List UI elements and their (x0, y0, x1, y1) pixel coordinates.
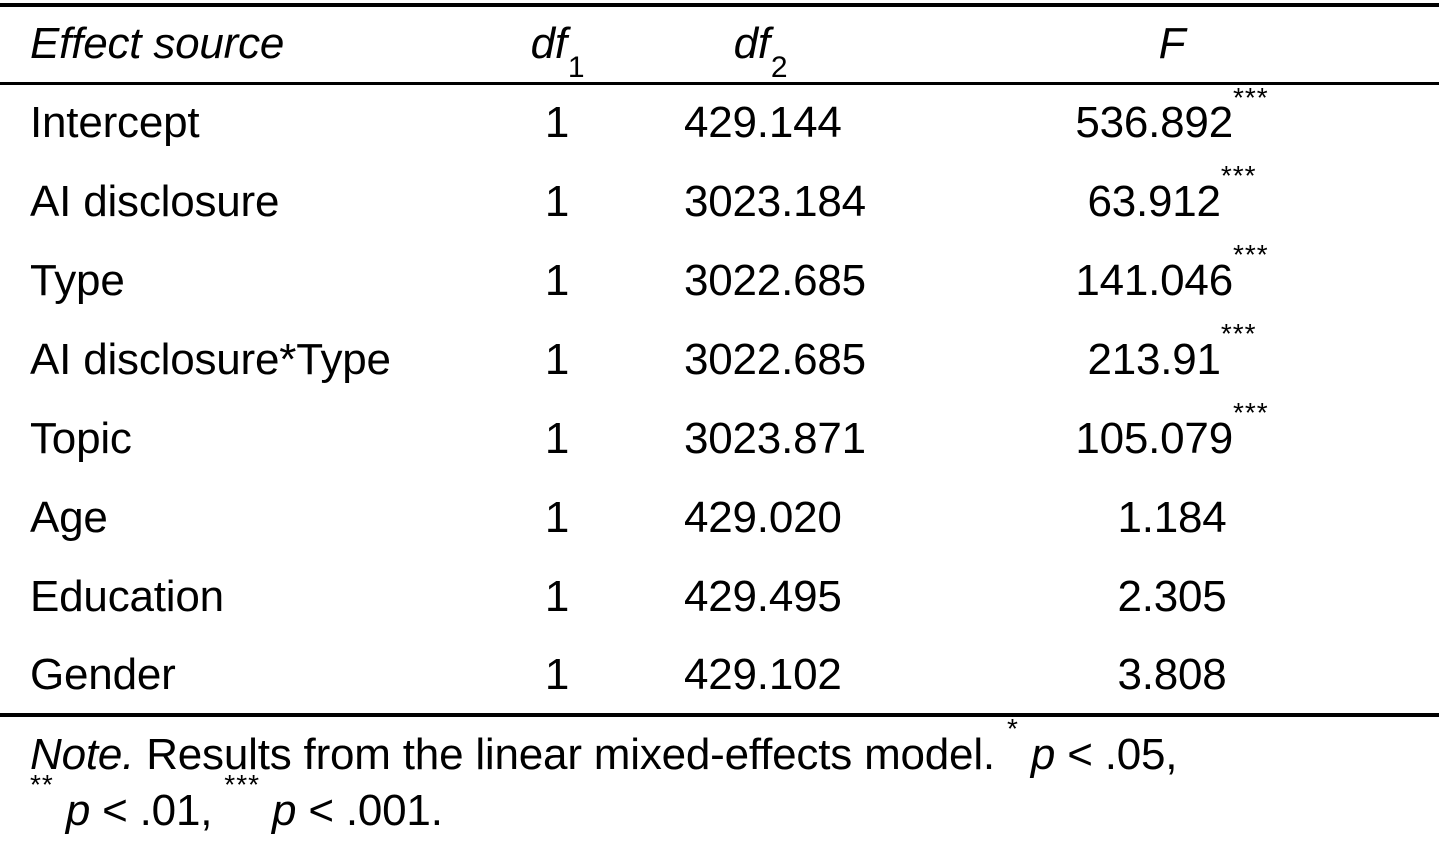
cell-df1: 1 (544, 334, 570, 384)
sig-p: p (1030, 730, 1056, 779)
col-header-f: F (1158, 19, 1186, 69)
df2-subscript: 2 (770, 51, 788, 85)
note-body: Results from the linear mixed-effects mo… (146, 730, 995, 779)
note-label: Note. (30, 730, 135, 779)
cell-df1: 1 (544, 98, 570, 148)
cell-effect-source: AI disclosure (30, 176, 280, 226)
table-row-ai-disclosure: AI disclosure 1 3023.184 63.912*** (0, 159, 1439, 241)
table-body: Intercept 1 429.144 536.892*** AI disclo… (0, 83, 1439, 715)
table-row-topic: Topic 1 3023.871 105.079*** (0, 396, 1439, 478)
sig-two-stars: ** (30, 769, 54, 801)
cell-effect-source: Education (30, 571, 224, 621)
cell-df2: 3022.685 (684, 255, 866, 305)
f-value: 3.808 (1117, 649, 1227, 699)
cell-df2: 3023.871 (684, 413, 866, 463)
significance-stars: *** (1220, 317, 1257, 349)
cell-df1: 1 (544, 649, 570, 699)
f-value: 2.305 (1117, 571, 1227, 621)
cell-f: 2.305 (836, 557, 1439, 636)
anova-results-table: Effect source df1 df2 F Intercept 1 429.… (0, 3, 1439, 717)
cell-df2: 3022.685 (684, 334, 866, 384)
df1-base: df (530, 19, 567, 69)
cell-f: 3.808 (836, 636, 1439, 715)
cell-df1: 1 (544, 255, 570, 305)
cell-effect-source: Gender (30, 649, 176, 699)
col-header-df1: df1 (430, 5, 684, 83)
cell-f: 1.184 (836, 478, 1439, 557)
table-row-type: Type 1 3022.685 141.046*** (0, 238, 1439, 320)
table-row-age: Age 1 429.020 1.184 (0, 478, 1439, 557)
cell-effect-source: Intercept (30, 98, 200, 148)
table-row-education: Education 1 429.495 2.305 (0, 557, 1439, 636)
f-value: 536.892 (1075, 98, 1233, 148)
header-row: Effect source df1 df2 F (0, 5, 1439, 83)
f-value: 105.079 (1075, 413, 1233, 463)
cell-df1: 1 (544, 571, 570, 621)
cell-df1: 1 (544, 176, 570, 226)
cell-df2: 429.495 (684, 571, 842, 621)
cell-effect-source: Type (30, 255, 125, 305)
col-header-df2: df2 (684, 5, 836, 83)
df2-base: df (733, 19, 770, 69)
cell-df2: 429.020 (684, 492, 842, 542)
col-header-effect-source: Effect source (30, 19, 285, 69)
cell-df1: 1 (544, 413, 570, 463)
sig-threshold: < .01, (102, 786, 213, 835)
f-value: 213.91 (1087, 334, 1221, 384)
f-value: 63.912 (1087, 176, 1221, 226)
cell-effect-source: Age (30, 492, 108, 542)
cell-df1: 1 (544, 492, 570, 542)
cell-f: 536.892*** (836, 83, 1439, 162)
cell-df2: 3023.184 (684, 176, 866, 226)
table-row-ai-disclosure-x-type: AI disclosure*Type 1 3022.685 213.91*** (0, 317, 1439, 399)
cell-df2: 429.144 (684, 98, 842, 148)
f-value: 141.046 (1075, 255, 1233, 305)
cell-f: 213.91*** (836, 317, 1439, 399)
sig-three-stars: *** (224, 769, 260, 801)
table-row-intercept: Intercept 1 429.144 536.892*** (0, 83, 1439, 162)
sig-p: p (272, 786, 297, 835)
table-header: Effect source df1 df2 F (0, 5, 1439, 83)
sig-threshold: < .05, (1067, 730, 1178, 779)
table-note: Note. Results from the linear mixed-effe… (30, 715, 1439, 839)
sig-threshold: < .001. (308, 786, 443, 835)
cell-f: 63.912*** (836, 159, 1439, 241)
cell-df2: 429.102 (684, 649, 842, 699)
significance-stars: *** (1220, 159, 1257, 191)
table-row-gender: Gender 1 429.102 3.808 (0, 636, 1439, 715)
cell-f: 105.079*** (836, 396, 1439, 478)
significance-stars: *** (1232, 396, 1269, 428)
sig-p: p (65, 786, 91, 835)
significance-stars: *** (1232, 238, 1269, 270)
significance-stars: *** (1232, 81, 1269, 113)
df1-subscript: 1 (567, 51, 585, 85)
cell-effect-source: Topic (30, 413, 132, 463)
cell-effect-source: AI disclosure*Type (30, 334, 391, 384)
cell-f: 141.046*** (836, 238, 1439, 320)
sig-one-star: * (1006, 713, 1019, 745)
f-value: 1.184 (1117, 492, 1227, 542)
